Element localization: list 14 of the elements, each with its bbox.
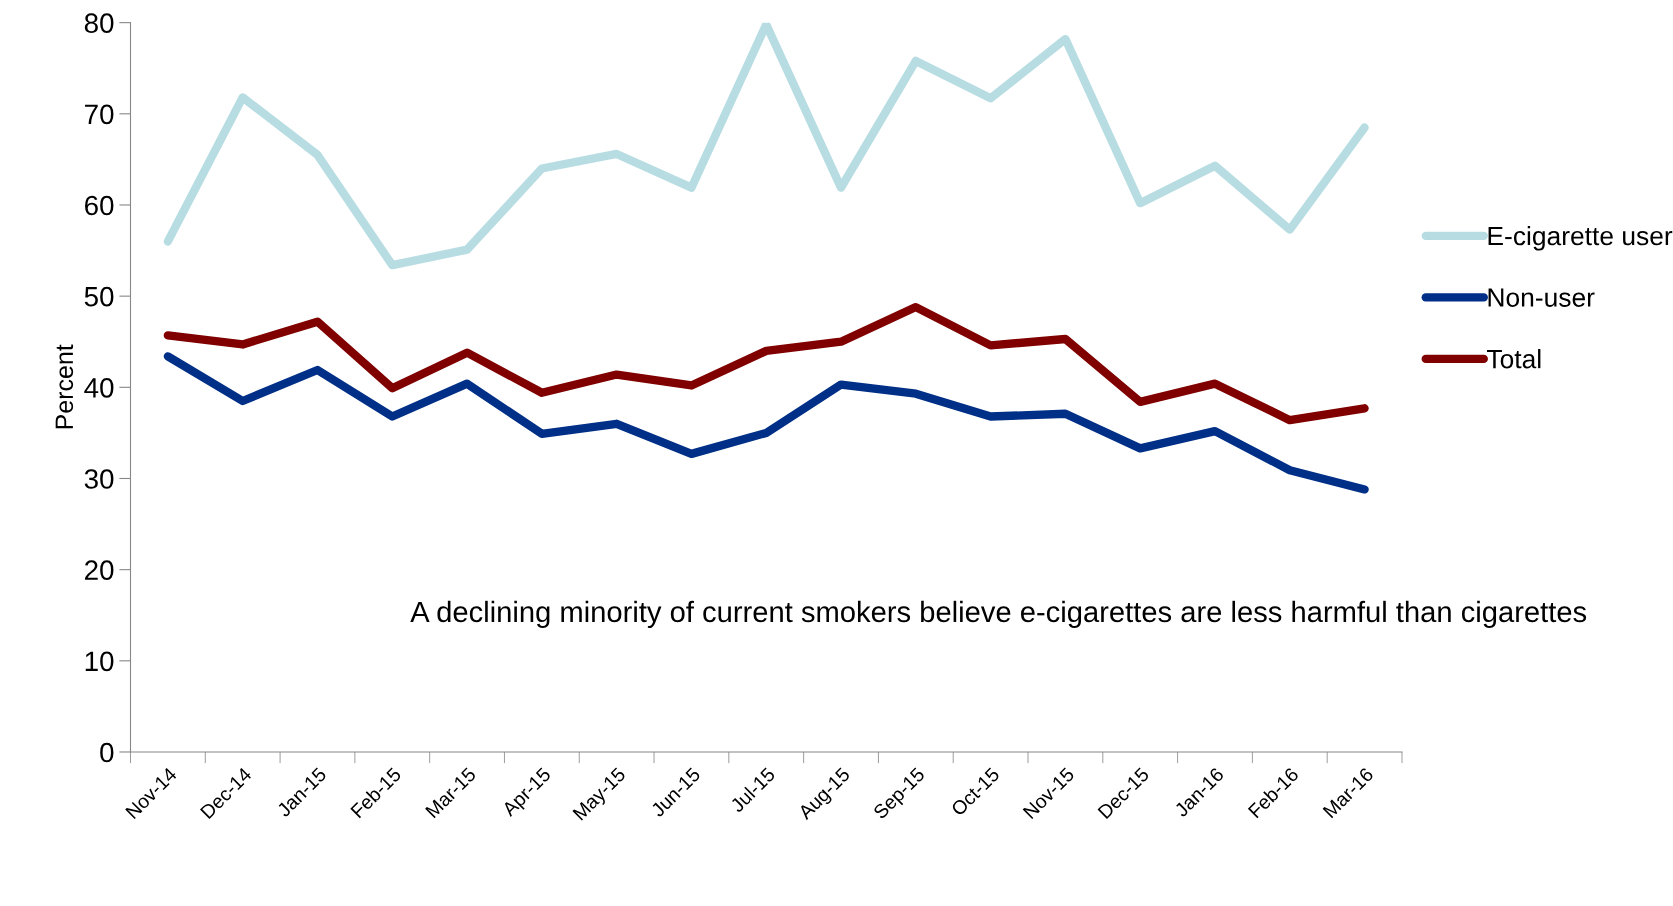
y-tick-label: 70 bbox=[85, 104, 114, 125]
y-tick-label: 20 bbox=[85, 560, 114, 580]
y-axis-title: Percent bbox=[55, 344, 74, 429]
legend-label: Non-user bbox=[1488, 288, 1595, 307]
y-tick-label: 30 bbox=[84, 469, 114, 489]
y-tick-label: 10 bbox=[85, 651, 114, 672]
legend-label: E-cigarette user bbox=[1488, 225, 1673, 251]
y-tick-label: 80 bbox=[84, 13, 114, 33]
y-tick-label: 0 bbox=[100, 742, 114, 763]
y-tick-label: 50 bbox=[84, 286, 114, 307]
annotation: A declining minority of current smokers believe e-cigarettes are less harmful than cigarettes bbox=[410, 600, 1587, 628]
legend-label: Total bbox=[1487, 349, 1541, 369]
y-tick-label: 60 bbox=[85, 195, 114, 216]
y-tick-label: 40 bbox=[84, 377, 114, 398]
